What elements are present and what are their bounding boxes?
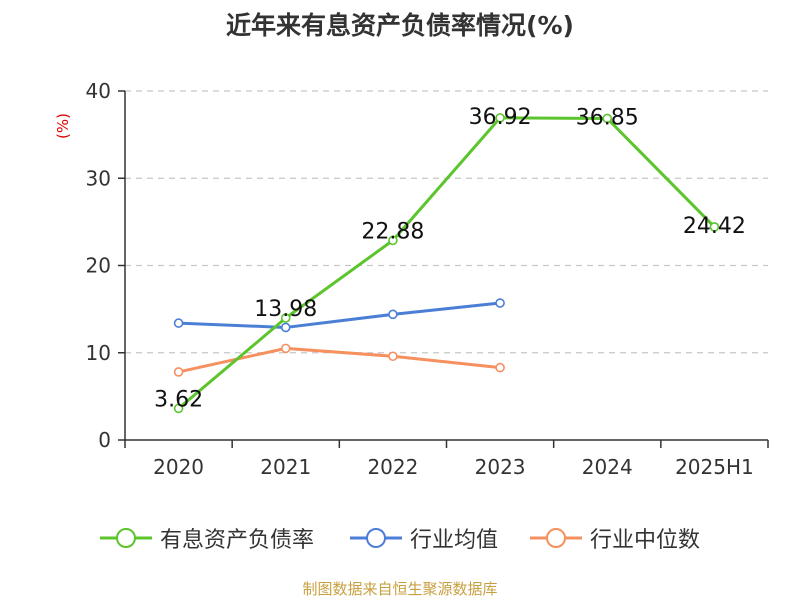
data-point — [173, 403, 184, 414]
axes: 0 10 20 30 40 2020 2021 2022 2023 2024 2025H1 — [86, 79, 769, 479]
data-point — [388, 309, 398, 320]
y-tick-label: 10 — [86, 341, 111, 365]
x-tick-label: 2021 — [260, 455, 311, 479]
data-label: 36.92 — [469, 105, 532, 130]
y-tick-label: 0 — [98, 428, 111, 452]
x-tick-label: 2022 — [367, 455, 418, 479]
legend-item[interactable]: 有息资产负债率 — [98, 520, 314, 556]
series-lines — [173, 113, 720, 414]
legend: 有息资产负债率 行业均值 行业中位数 — [0, 520, 800, 556]
y-tick-label: 20 — [86, 254, 111, 278]
legend-label: 行业中位数 — [590, 528, 701, 553]
data-label: 22.88 — [361, 219, 424, 244]
x-tick-label: 2024 — [582, 455, 633, 479]
data-point — [280, 322, 291, 333]
data-point — [709, 222, 720, 232]
x-tick-label: 2023 — [475, 455, 526, 479]
source-note: 制图数据来自恒生聚源数据库 — [302, 580, 498, 598]
data-label: 3.62 — [154, 387, 203, 412]
data-point — [495, 362, 505, 373]
y-tick-label: 30 — [86, 166, 111, 190]
legend-marker-icon — [530, 528, 582, 548]
data-point — [602, 113, 613, 124]
data-point — [173, 367, 184, 377]
data-point — [388, 351, 398, 362]
series-line — [177, 116, 716, 410]
data-point — [280, 343, 291, 354]
data-label: 13.98 — [254, 297, 317, 322]
series-line — [178, 346, 501, 374]
data-point — [495, 298, 505, 308]
data-point — [280, 313, 291, 323]
data-label: 24.42 — [683, 214, 746, 239]
legend-marker-icon — [350, 528, 402, 548]
grid-lines — [125, 90, 768, 354]
data-point — [495, 113, 505, 123]
x-tick-label: 2025H1 — [675, 455, 754, 479]
chart-title: 近年来有息资产负债率情况(%) — [226, 11, 574, 40]
y-axis-label: (%) — [54, 113, 72, 139]
x-tick-label: 2020 — [153, 455, 204, 479]
data-point — [173, 318, 184, 328]
data-point — [388, 235, 398, 246]
legend-item[interactable]: 行业中位数 — [528, 520, 700, 556]
legend-label: 有息资产负债率 — [160, 528, 315, 553]
data-labels: 3.62 13.98 22.88 36.92 36.85 24.42 — [154, 105, 746, 413]
data-label: 36.85 — [576, 105, 639, 130]
legend-item[interactable]: 行业均值 — [348, 520, 498, 556]
series-line — [178, 301, 501, 329]
legend-marker-icon — [100, 528, 152, 548]
y-tick-label: 40 — [86, 79, 111, 103]
legend-label: 行业均值 — [410, 528, 499, 553]
